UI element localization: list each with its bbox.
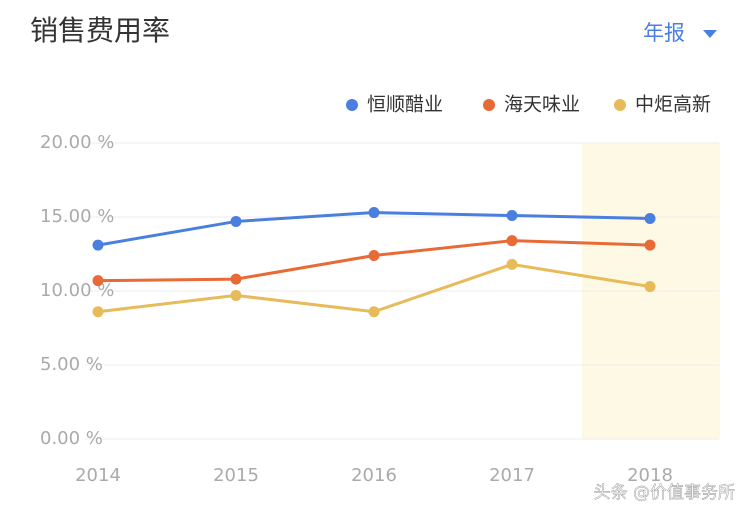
data-point xyxy=(230,289,242,301)
x-tick-label: 2015 xyxy=(213,465,259,486)
y-tick-label: 15.00 % xyxy=(40,206,114,227)
chart-title: 销售费用率 xyxy=(30,14,170,47)
data-point xyxy=(506,235,518,247)
data-point xyxy=(92,239,104,251)
dropdown-arrow[interactable] xyxy=(703,30,717,38)
legend-marker xyxy=(483,99,495,111)
data-point xyxy=(644,281,656,293)
x-tick-label: 2016 xyxy=(351,465,397,486)
watermark: 头条 @价值事务所 xyxy=(594,483,735,503)
legend-marker xyxy=(614,99,626,111)
y-tick-label: 10.00 % xyxy=(40,280,114,301)
data-point xyxy=(230,215,242,227)
data-point xyxy=(230,273,242,285)
data-point xyxy=(368,207,380,219)
data-point xyxy=(368,249,380,261)
data-point xyxy=(506,258,518,270)
legend-label: 海天味业 xyxy=(504,94,580,116)
data-point xyxy=(368,306,380,318)
data-point xyxy=(644,239,656,251)
series-line xyxy=(97,262,651,314)
y-tick-label: 0.00 % xyxy=(40,428,103,449)
x-tick-label: 2014 xyxy=(75,465,121,486)
x-tick-label: 2018 xyxy=(627,465,673,486)
data-point xyxy=(92,275,104,287)
legend-label: 中炬高新 xyxy=(635,94,711,116)
report-selector[interactable]: 年报 xyxy=(643,21,685,45)
legend-marker xyxy=(346,99,358,111)
y-tick-label: 20.00 % xyxy=(40,132,114,153)
data-point xyxy=(644,212,656,224)
data-point xyxy=(92,306,104,318)
x-tick-label: 2017 xyxy=(489,465,535,486)
legend-label: 恒顺醋业 xyxy=(367,94,443,116)
data-point xyxy=(506,210,518,222)
y-tick-label: 5.00 % xyxy=(40,354,103,375)
